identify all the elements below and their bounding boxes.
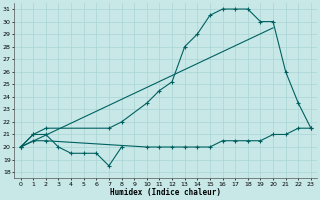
X-axis label: Humidex (Indice chaleur): Humidex (Indice chaleur) bbox=[110, 188, 221, 197]
